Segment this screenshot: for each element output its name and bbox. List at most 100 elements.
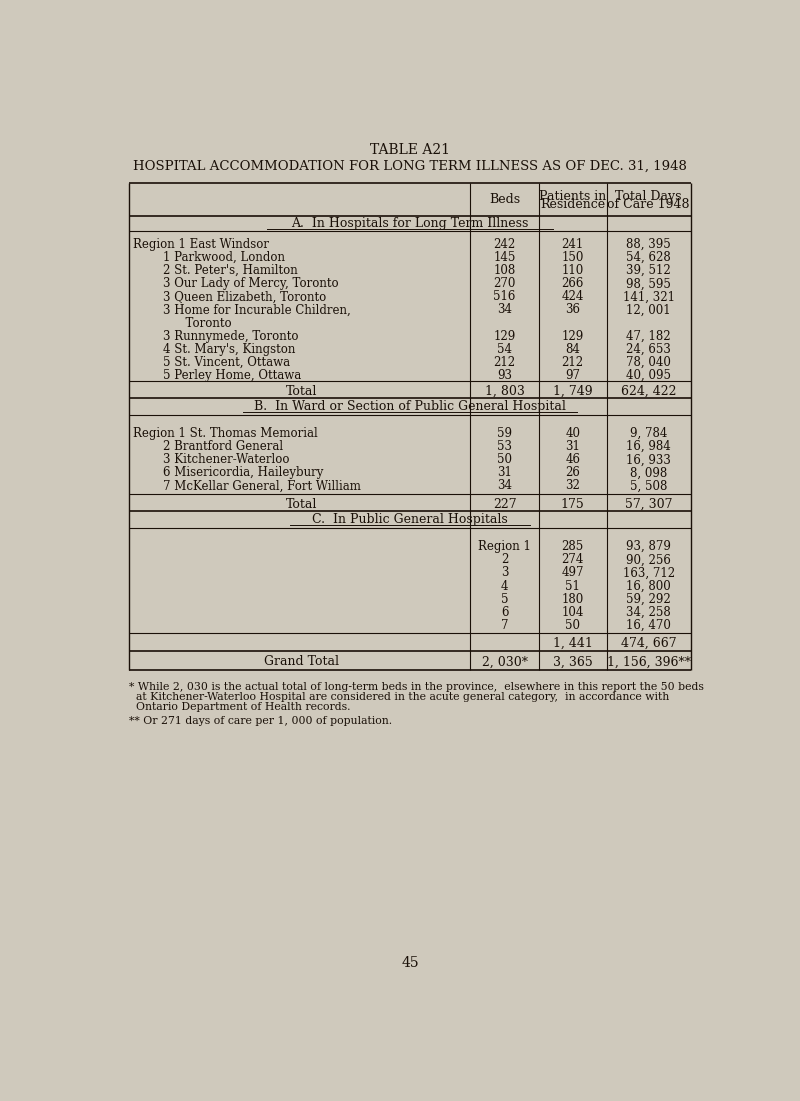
Text: 54: 54: [497, 342, 512, 356]
Text: 3 Runnymede, Toronto: 3 Runnymede, Toronto: [134, 329, 299, 342]
Text: Total: Total: [286, 384, 317, 397]
Text: Grand Total: Grand Total: [264, 655, 339, 668]
Text: 212: 212: [562, 356, 584, 369]
Text: 516: 516: [494, 291, 516, 304]
Text: 54, 628: 54, 628: [626, 251, 671, 264]
Text: 50: 50: [566, 619, 580, 632]
Text: 32: 32: [566, 479, 580, 492]
Text: 5 Perley Home, Ottawa: 5 Perley Home, Ottawa: [134, 369, 302, 382]
Text: 129: 129: [562, 329, 584, 342]
Text: 16, 984: 16, 984: [626, 440, 671, 454]
Text: 7 McKellar General, Fort William: 7 McKellar General, Fort William: [134, 479, 362, 492]
Text: Ontario Department of Health records.: Ontario Department of Health records.: [130, 702, 351, 712]
Text: C.  In Public General Hospitals: C. In Public General Hospitals: [312, 513, 508, 526]
Text: 59, 292: 59, 292: [626, 592, 671, 606]
Text: 31: 31: [566, 440, 580, 454]
Text: 212: 212: [494, 356, 516, 369]
Text: 175: 175: [561, 498, 585, 511]
Text: 3 Home for Incurable Children,: 3 Home for Incurable Children,: [134, 304, 351, 316]
Text: 129: 129: [494, 329, 516, 342]
Text: 242: 242: [494, 238, 516, 251]
Text: 270: 270: [494, 277, 516, 291]
Text: Region 1 St. Thomas Memorial: Region 1 St. Thomas Memorial: [134, 427, 318, 440]
Text: 4 St. Mary's, Kingston: 4 St. Mary's, Kingston: [134, 342, 296, 356]
Text: Region 1: Region 1: [478, 541, 531, 554]
Text: 3: 3: [501, 566, 508, 579]
Text: 266: 266: [562, 277, 584, 291]
Text: 163, 712: 163, 712: [622, 566, 674, 579]
Text: 141, 321: 141, 321: [622, 291, 674, 304]
Text: 5: 5: [501, 592, 508, 606]
Text: Total: Total: [286, 498, 317, 511]
Text: 34: 34: [497, 479, 512, 492]
Text: 39, 512: 39, 512: [626, 264, 671, 277]
Text: 424: 424: [562, 291, 584, 304]
Text: ** Or 271 days of care per 1, 000 of population.: ** Or 271 days of care per 1, 000 of pop…: [130, 716, 393, 726]
Text: 2: 2: [501, 554, 508, 566]
Text: 98, 595: 98, 595: [626, 277, 671, 291]
Text: 8, 098: 8, 098: [630, 467, 667, 479]
Text: 5 St. Vincent, Ottawa: 5 St. Vincent, Ottawa: [134, 356, 290, 369]
Text: 7: 7: [501, 619, 508, 632]
Text: 6 Misericordia, Haileybury: 6 Misericordia, Haileybury: [134, 467, 324, 479]
Text: Region 1 East Windsor: Region 1 East Windsor: [134, 238, 270, 251]
Text: Residence: Residence: [540, 198, 606, 211]
Text: 50: 50: [497, 454, 512, 467]
Text: 274: 274: [562, 554, 584, 566]
Text: 108: 108: [494, 264, 516, 277]
Text: 46: 46: [566, 454, 580, 467]
Text: Toronto: Toronto: [134, 317, 232, 329]
Text: 40, 095: 40, 095: [626, 369, 671, 382]
Text: 59: 59: [497, 427, 512, 440]
Text: 53: 53: [497, 440, 512, 454]
Text: 40: 40: [566, 427, 580, 440]
Text: 26: 26: [566, 467, 580, 479]
Text: Total Days: Total Days: [615, 189, 682, 203]
Text: 16, 470: 16, 470: [626, 619, 671, 632]
Text: B.  In Ward or Section of Public General Hospital: B. In Ward or Section of Public General …: [254, 401, 566, 413]
Text: A.  In Hospitals for Long Term Illness: A. In Hospitals for Long Term Illness: [291, 217, 529, 230]
Text: 45: 45: [401, 956, 419, 970]
Text: 31: 31: [497, 467, 512, 479]
Text: 51: 51: [566, 579, 580, 592]
Text: 2 St. Peter's, Hamilton: 2 St. Peter's, Hamilton: [134, 264, 298, 277]
Text: 88, 395: 88, 395: [626, 238, 671, 251]
Text: Patients in: Patients in: [539, 189, 606, 203]
Text: * While 2, 030 is the actual total of long-term beds in the province,  elsewhere: * While 2, 030 is the actual total of lo…: [130, 683, 704, 693]
Text: 1, 749: 1, 749: [553, 384, 593, 397]
Text: 4: 4: [501, 579, 508, 592]
Text: 285: 285: [562, 541, 584, 554]
Text: 78, 040: 78, 040: [626, 356, 671, 369]
Text: 16, 800: 16, 800: [626, 579, 671, 592]
Text: 9, 784: 9, 784: [630, 427, 667, 440]
Text: 5, 508: 5, 508: [630, 479, 667, 492]
Text: 474, 667: 474, 667: [621, 637, 677, 650]
Text: 97: 97: [566, 369, 580, 382]
Text: 1 Parkwood, London: 1 Parkwood, London: [134, 251, 286, 264]
Text: 12, 001: 12, 001: [626, 304, 671, 316]
Text: of Care 1948: of Care 1948: [607, 198, 690, 211]
Text: Beds: Beds: [489, 193, 520, 206]
Text: 1, 441: 1, 441: [553, 637, 593, 650]
Text: at Kitchener-Waterloo Hospital are considered in the acute general category,  in: at Kitchener-Waterloo Hospital are consi…: [130, 693, 670, 702]
Text: 16, 933: 16, 933: [626, 454, 671, 467]
Text: 227: 227: [493, 498, 516, 511]
Text: 104: 104: [562, 606, 584, 619]
Text: 47, 182: 47, 182: [626, 329, 671, 342]
Text: 497: 497: [562, 566, 584, 579]
Text: 57, 307: 57, 307: [625, 498, 673, 511]
Text: 150: 150: [562, 251, 584, 264]
Text: 93: 93: [497, 369, 512, 382]
Text: 93, 879: 93, 879: [626, 541, 671, 554]
Text: 3 Our Lady of Mercy, Toronto: 3 Our Lady of Mercy, Toronto: [134, 277, 339, 291]
Text: 36: 36: [566, 304, 580, 316]
Text: 6: 6: [501, 606, 508, 619]
Text: 624, 422: 624, 422: [621, 384, 677, 397]
Text: 84: 84: [566, 342, 580, 356]
Text: 2 Brantford General: 2 Brantford General: [134, 440, 283, 454]
Text: 110: 110: [562, 264, 584, 277]
Text: HOSPITAL ACCOMMODATION FOR LONG TERM ILLNESS AS OF DEC. 31, 1948: HOSPITAL ACCOMMODATION FOR LONG TERM ILL…: [133, 160, 687, 173]
Text: 90, 256: 90, 256: [626, 554, 671, 566]
Text: 3, 365: 3, 365: [553, 655, 593, 668]
Text: 145: 145: [494, 251, 516, 264]
